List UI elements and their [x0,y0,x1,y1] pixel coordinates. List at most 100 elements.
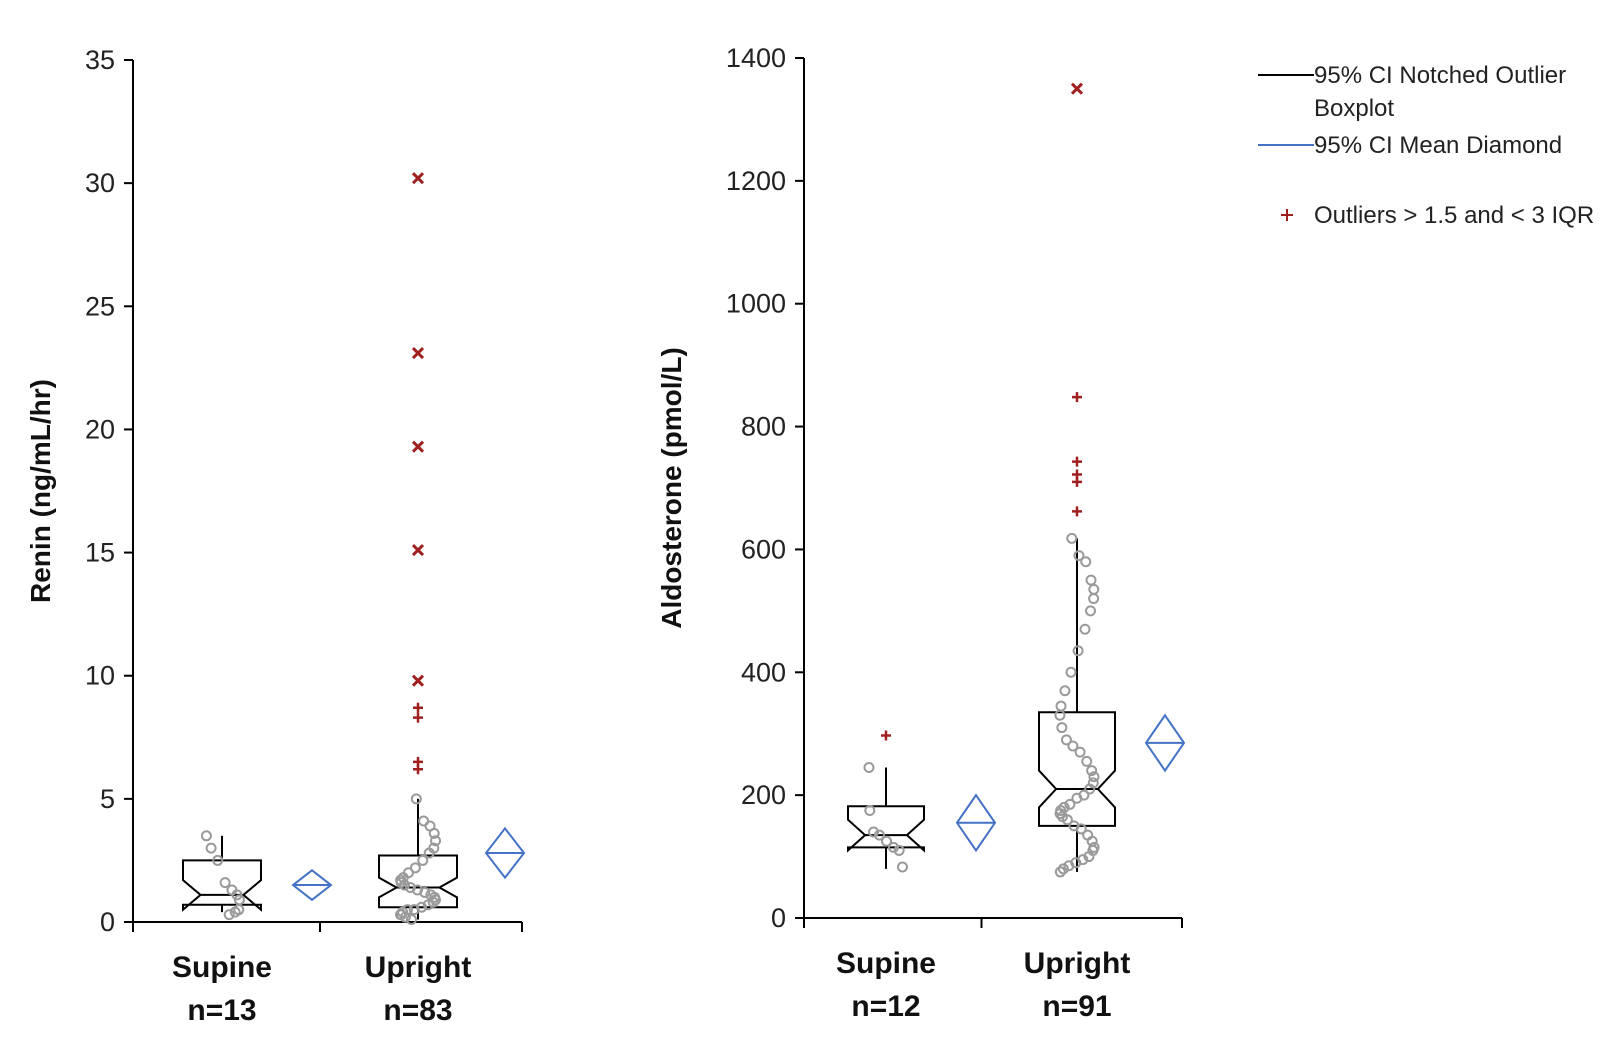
mean-diamond [291,869,333,902]
data-point [1064,798,1076,810]
category-label: Upright [365,951,472,984]
notched-box [847,805,925,853]
data-point [1054,866,1066,878]
data-point [1079,623,1091,635]
data-point [1086,765,1098,777]
category-label: Supine [172,951,272,984]
data-point [1085,574,1097,586]
outlier-extreme-marker [411,172,425,185]
renin-panel: 0 5 10 15 20 25 30 35 Renin (ng/mL/hr) Supine n=13… [25,45,526,1027]
y-tick-label: 1200 [726,166,786,196]
data-point [395,909,407,921]
data-point [1058,801,1070,813]
y-tick-label: 0 [100,907,115,937]
outlier-mild-marker [1072,469,1082,480]
data-point [418,815,430,827]
mean-diamond [955,793,997,853]
data-point [873,829,885,841]
data-point [1056,722,1068,734]
outlier-extreme-marker [411,347,425,360]
data-point [395,874,407,886]
data-point [410,793,422,805]
data-point [430,835,442,847]
data-point [219,877,231,889]
outlier-extreme-marker [411,674,425,687]
data-point [1068,820,1080,832]
data-point [893,844,905,856]
data-point [401,904,413,916]
y-tick-label: 25 [85,291,115,321]
outlier-mild-marker [881,730,891,741]
aldosterone-panel: 0 200 400 600 800 1000 1200 1400 Aldosterone (pm… [656,43,1186,1023]
data-point [1078,789,1090,801]
data-point [425,889,437,901]
legend-plus-swatch [1281,209,1293,221]
y-axis-title: Renin (ng/mL/hr) [25,379,56,603]
y-tick-label: 5 [100,784,115,814]
y-tick-label: 10 [85,661,115,691]
y-tick-label: 20 [85,414,115,444]
data-point [1088,771,1100,783]
y-tick-label: 1000 [726,289,786,319]
notched-box [378,854,458,909]
data-point [863,762,875,773]
outlier-mild-marker [413,756,423,767]
outlier-mild-marker [1072,392,1082,403]
y-tick-label: 0 [771,903,786,933]
legend-item: 95% CI Notched Outlier Boxplot [1258,62,1566,122]
legend-item: Outliers > 1.5 and < 3 IQR [1281,202,1594,229]
data-point [1067,740,1079,752]
data-point [404,882,416,894]
outlier-mild-marker [1072,506,1082,517]
legend-label: 95% CI Notched Outlier [1314,62,1566,89]
group-supine: Supine n=12 [836,730,997,1023]
data-point [881,835,893,847]
legend: 95% CI Notched Outlier Boxplot 95% CI Mean… [1258,62,1594,229]
group-supine: Supine n=13 [172,830,333,1027]
data-point [405,914,417,926]
outlier-mild-marker [413,702,423,713]
data-point [1074,746,1086,758]
data-point [1060,734,1072,746]
group-upright: Upright n=83 [365,172,526,1027]
y-tick-label: 15 [85,538,115,568]
y-tick-label: 400 [741,657,786,687]
category-n-label: n=91 [1042,990,1111,1023]
y-tick-label: 800 [741,412,786,442]
y-tick-label: 35 [85,45,115,75]
data-point [1073,550,1085,562]
outlier-extreme-marker [411,440,425,453]
category-n-label: n=13 [187,994,256,1027]
data-point [428,842,440,854]
mean-diamond [1144,713,1186,773]
category-n-label: n=12 [851,990,920,1023]
legend-label: 95% CI Mean Diamond [1314,132,1562,159]
data-point [419,886,431,898]
data-point [409,862,421,874]
data-point [864,805,876,816]
y-tick-label: 1400 [726,43,786,73]
data-point [1080,556,1092,568]
data-point [1082,829,1094,841]
outlier-extreme-marker [1070,82,1084,95]
data-point [200,830,212,842]
data-point [1057,863,1069,875]
legend-item: 95% CI Mean Diamond [1258,132,1562,159]
data-point [1087,777,1099,789]
group-upright: Upright n=91 [1024,82,1186,1023]
data-point [1081,755,1093,767]
outlier-extreme-marker [411,544,425,557]
data-point [1072,645,1084,657]
outlier-mild-marker [413,712,423,723]
mean-diamond [484,826,526,880]
data-point [1066,532,1078,544]
data-point [1088,593,1100,605]
data-point [1088,583,1100,595]
data-point [896,861,908,873]
legend-label-line2: Boxplot [1314,95,1394,122]
data-point [226,884,238,896]
category-n-label: n=83 [383,994,452,1027]
data-point [888,841,900,853]
y-axis-title: Aldosterone (pmol/L) [656,347,687,629]
notched-box [182,859,262,912]
